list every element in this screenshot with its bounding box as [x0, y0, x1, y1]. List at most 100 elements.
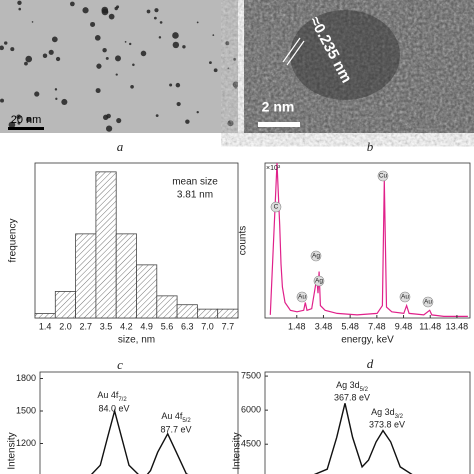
nanoparticle	[0, 98, 4, 103]
y-tick-label: 7500	[241, 370, 261, 380]
peak-marker	[296, 291, 308, 303]
nanoparticle	[55, 56, 61, 62]
peak-name: Au 4f5/2	[161, 411, 191, 423]
peak-label: Au	[401, 294, 409, 301]
plot-frame	[264, 371, 471, 474]
histogram-bar	[75, 233, 97, 319]
nanoparticle	[25, 55, 33, 63]
x-tick-label: 1.4	[39, 321, 52, 331]
annotation: mean size	[172, 177, 218, 188]
nanoparticle	[227, 120, 234, 127]
x-axis-label: energy, keV	[341, 335, 394, 346]
peak-label: Ag	[312, 253, 320, 260]
nanoparticle	[234, 86, 237, 89]
nanoparticle	[101, 6, 109, 14]
y-axis-label: counts	[238, 226, 249, 255]
peak-name: Ag 3d3/2	[371, 407, 404, 419]
x-tick-label: 4.2	[120, 321, 133, 331]
particle	[290, 10, 400, 100]
lattice-mark	[286, 40, 305, 66]
nanoparticle	[128, 42, 132, 46]
nanoparticle	[26, 117, 32, 123]
x-tick-label: 6.3	[181, 321, 194, 331]
y-axis-label: frequency	[8, 219, 19, 263]
scale-bar-label: 20 nm	[11, 114, 42, 126]
scale-bar	[8, 127, 44, 130]
peak-name: Au 4f7/2	[97, 390, 127, 402]
peak-name-sub: 5/2	[360, 387, 369, 393]
nanoparticle	[51, 36, 58, 43]
nanoparticle	[102, 114, 109, 121]
nanoparticle	[55, 97, 58, 100]
nanoparticle	[140, 50, 147, 57]
histogram-bar	[95, 171, 117, 319]
spectrum-line	[313, 403, 413, 474]
y-tick-label: 6000	[241, 405, 261, 415]
nanoparticle	[24, 61, 28, 66]
x-tick-label: 7.48	[368, 321, 386, 331]
peak-name-text: Au 4f	[161, 411, 183, 421]
x-tick-label: 13.48	[446, 321, 469, 331]
peak-marker	[377, 170, 389, 182]
hrtem-image: ≈0.235 nm 2 nm	[244, 0, 474, 133]
peak-name-sub: 7/2	[118, 397, 127, 403]
x-tick-label: 2.0	[59, 321, 72, 331]
nanoparticle	[175, 82, 181, 88]
tem-image	[0, 0, 238, 133]
nanoparticle	[61, 98, 68, 105]
nanoparticle	[54, 88, 58, 91]
nanoparticle	[227, 67, 230, 70]
nanoparticle	[185, 119, 190, 124]
histogram-bar	[176, 304, 198, 319]
peak-energy: 87.7 eV	[160, 424, 191, 434]
x-tick-label: 11.48	[419, 321, 441, 331]
plot-frame	[264, 162, 471, 319]
nanoparticle	[17, 0, 22, 5]
y-tick-label: 1500	[16, 405, 36, 415]
x-tick-label: 5.48	[341, 321, 359, 331]
peak-marker	[399, 291, 411, 303]
y-multiplier: ×10³	[266, 165, 281, 172]
nanoparticle	[48, 49, 54, 55]
nanoparticle	[0, 45, 4, 51]
x-tick-label: 7.0	[201, 321, 214, 331]
peak-marker	[270, 201, 282, 213]
nanoparticle	[169, 83, 173, 87]
nanoparticle	[182, 45, 186, 49]
peak-name-text: Ag 3d	[371, 407, 395, 417]
peak-label: Au	[424, 299, 432, 306]
histogram-bar	[34, 313, 56, 319]
nanoparticle	[42, 53, 48, 58]
nanoparticle	[31, 21, 34, 23]
nanoparticle	[69, 1, 75, 7]
peak-label: C	[274, 204, 279, 211]
nanoparticle	[196, 110, 199, 114]
histogram-bar	[54, 291, 76, 319]
panel-letter: a	[117, 139, 124, 154]
x-tick-label: 3.5	[100, 321, 113, 331]
nanoparticle	[154, 8, 159, 13]
plot-frame	[39, 371, 239, 474]
nanoparticle	[17, 121, 21, 125]
spectrum-line	[269, 163, 468, 317]
nanoparticle	[106, 125, 113, 132]
y-axis-label: Intensity	[232, 432, 243, 469]
nanoparticle	[90, 21, 96, 27]
peak-name-sub: 3/2	[395, 414, 404, 420]
nanoparticle	[196, 21, 199, 24]
scale-bar-label: 2 nm	[262, 99, 295, 115]
peak-marker	[313, 275, 325, 287]
nanoparticle	[4, 41, 8, 45]
y-axis-label: Intensity	[7, 432, 18, 469]
nanoparticle	[105, 56, 109, 60]
nanoparticle	[213, 68, 218, 73]
nanoparticle	[96, 63, 102, 69]
panel-letter: d	[367, 356, 374, 371]
x-tick-label: 5.6	[161, 321, 174, 331]
peak-label: Au	[298, 294, 306, 301]
nanoparticle	[130, 84, 134, 89]
nanoparticle	[153, 16, 157, 20]
peak-name-text: Au 4f	[97, 390, 119, 400]
nanoparticle	[115, 55, 121, 62]
y-tick-label: 4500	[241, 439, 261, 449]
